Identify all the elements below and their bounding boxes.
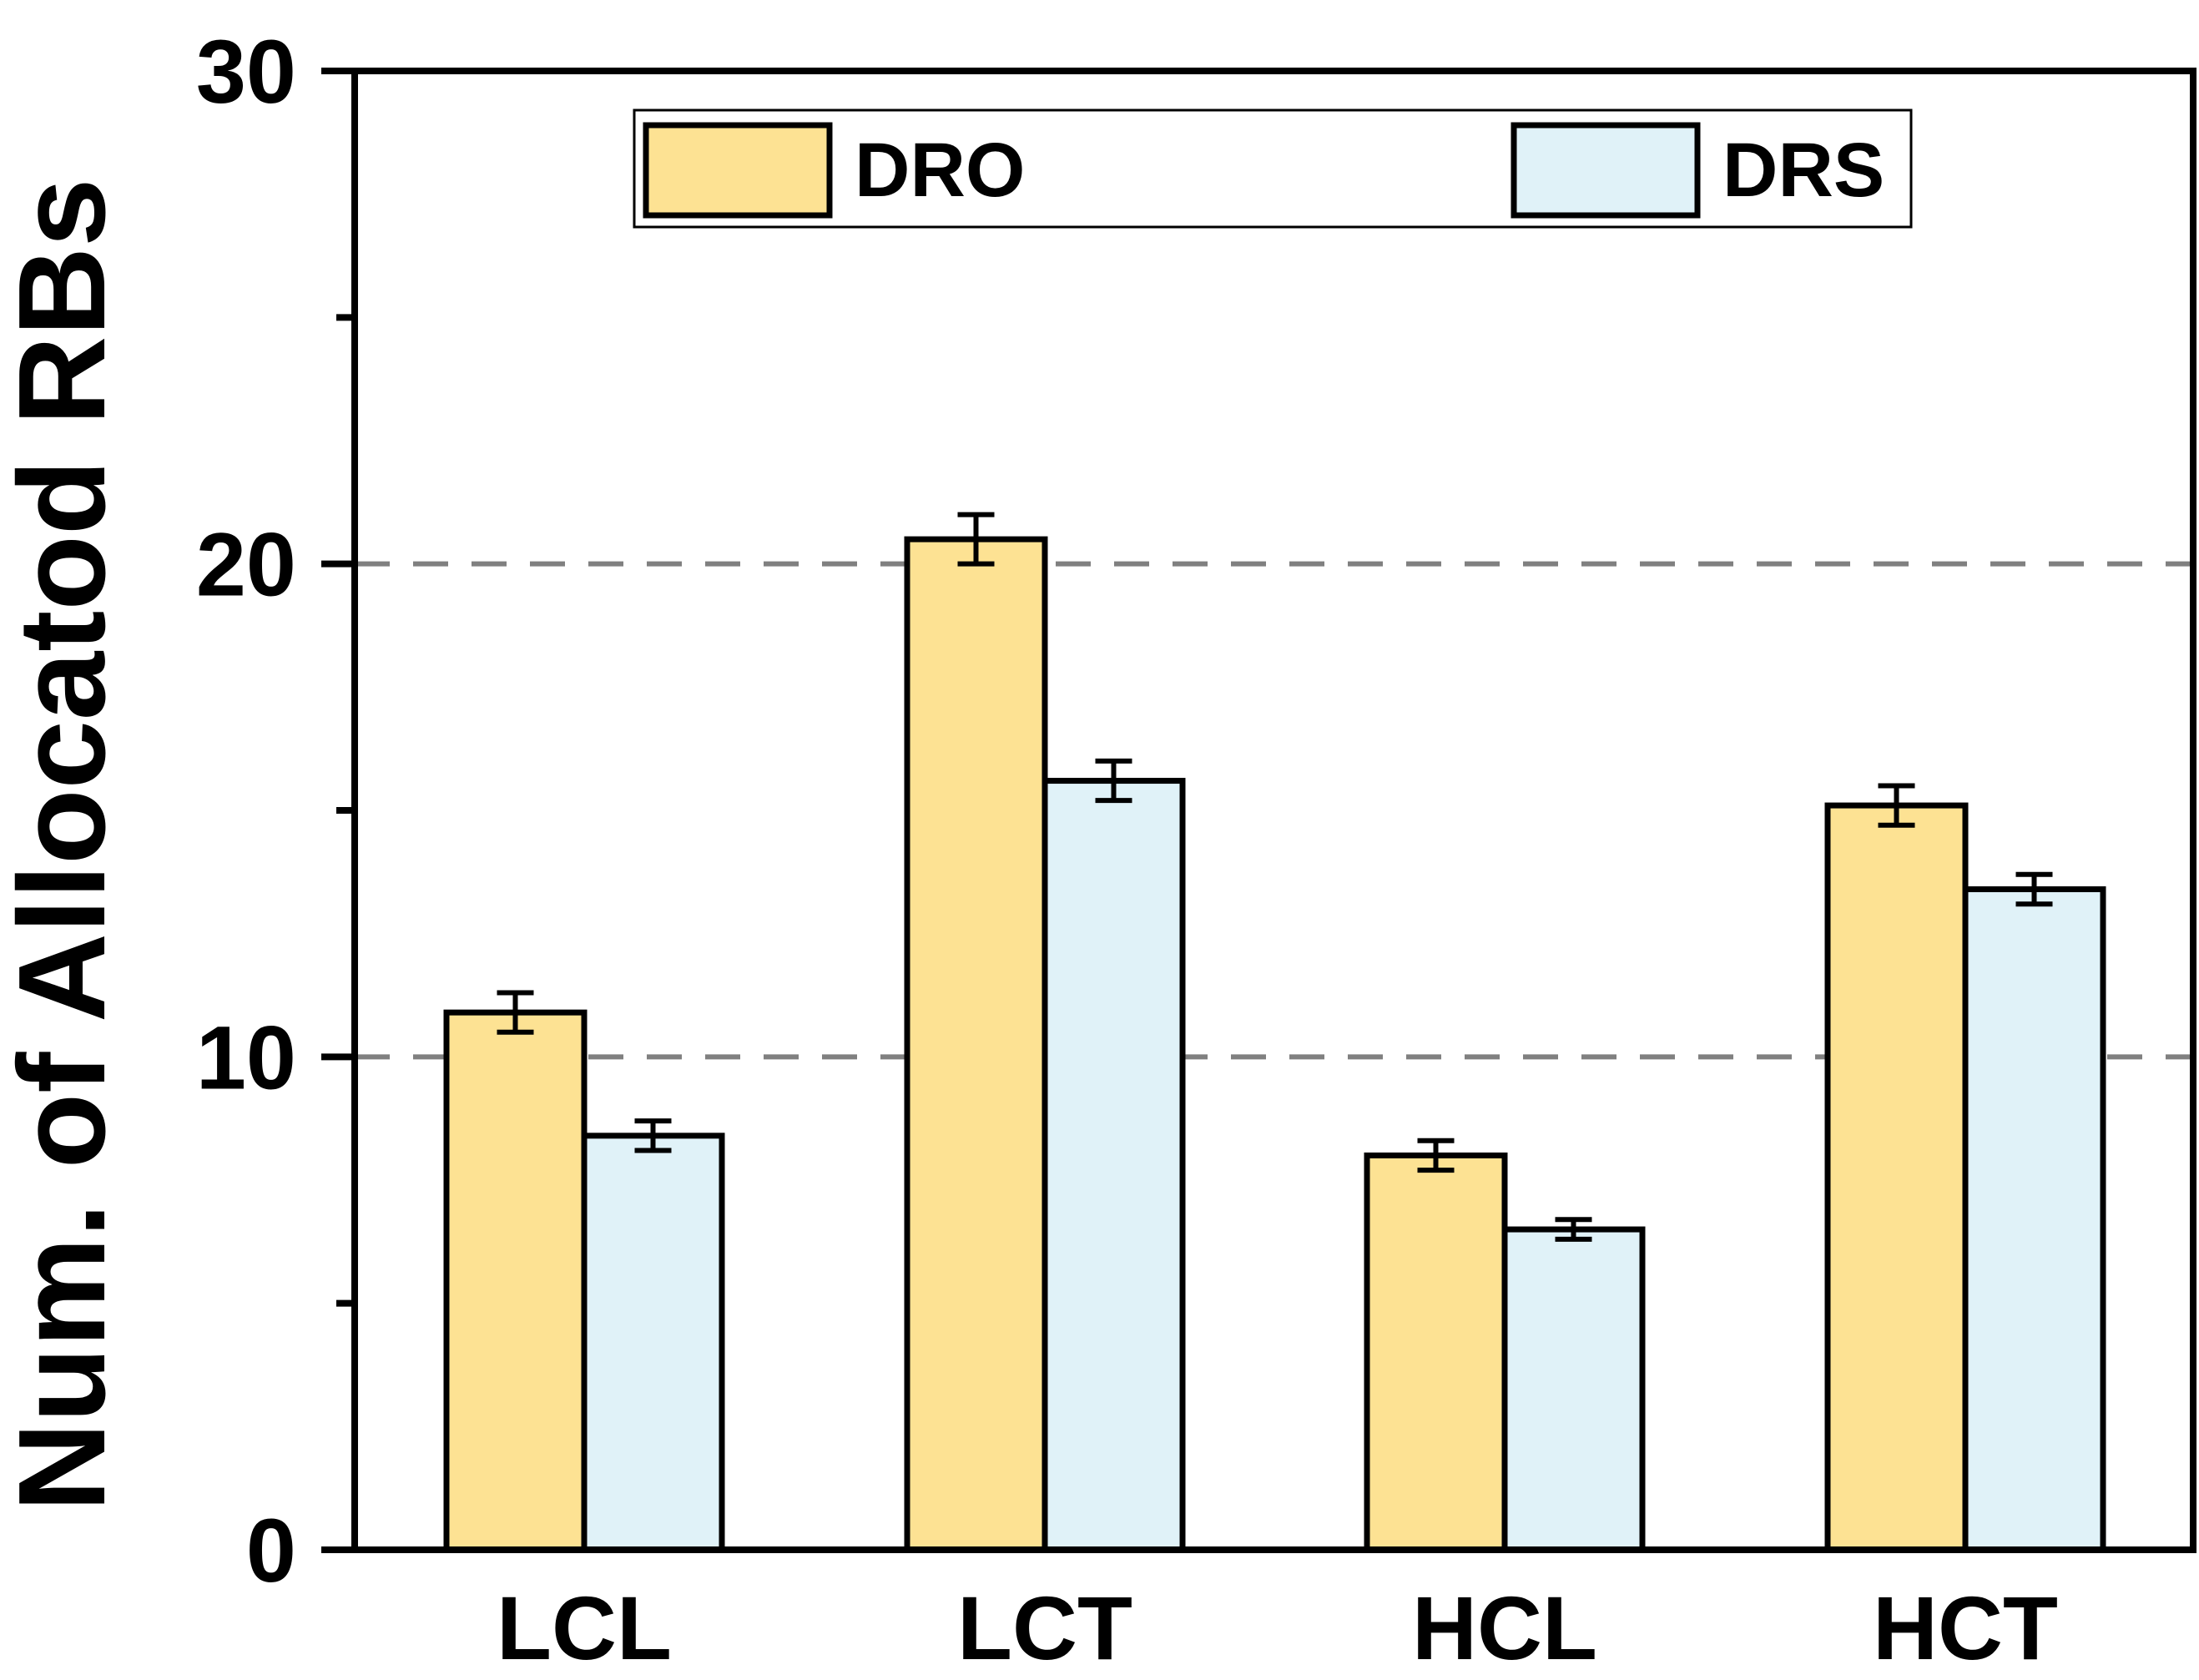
- legend-swatch-DRO: [643, 122, 833, 219]
- y-tick-label: 0: [246, 1500, 296, 1601]
- y-tick-label: 10: [196, 1006, 296, 1107]
- x-tick-label-LCT: LCT: [957, 1577, 1132, 1678]
- bar-DRS-HCL: [1501, 1226, 1646, 1553]
- x-tick-label-HCT: HCT: [1873, 1577, 2058, 1678]
- x-tick-label-HCL: HCL: [1412, 1577, 1597, 1678]
- y-tick-label: 30: [196, 21, 296, 122]
- x-axis-labels: LCL LCT HCL HCT: [497, 1577, 2058, 1678]
- bars: [443, 536, 2106, 1553]
- legend-label-DRS: DRS: [1722, 128, 1884, 213]
- bar-DRO-HCL: [1364, 1152, 1508, 1553]
- legend-label-DRO: DRO: [855, 128, 1025, 213]
- bar-DRS-LCT: [1041, 778, 1186, 1553]
- y-axis-ticks: 0 10 20 30: [196, 21, 355, 1601]
- bar-DRS-HCT: [1962, 886, 2106, 1553]
- error-bars: [497, 512, 2053, 1242]
- bar-DRS-LCL: [581, 1133, 725, 1553]
- bar-DRO-LCL: [443, 1009, 588, 1553]
- y-axis-title: Num. of Allocatod RBs: [0, 179, 131, 1512]
- bar-DRO-LCT: [904, 536, 1048, 1553]
- x-tick-label-LCL: LCL: [497, 1577, 672, 1678]
- legend: DRO DRS: [633, 108, 1913, 229]
- bar-DRO-HCT: [1824, 802, 1969, 1553]
- legend-swatch-DRS: [1511, 122, 1701, 219]
- y-tick-label: 20: [196, 514, 296, 615]
